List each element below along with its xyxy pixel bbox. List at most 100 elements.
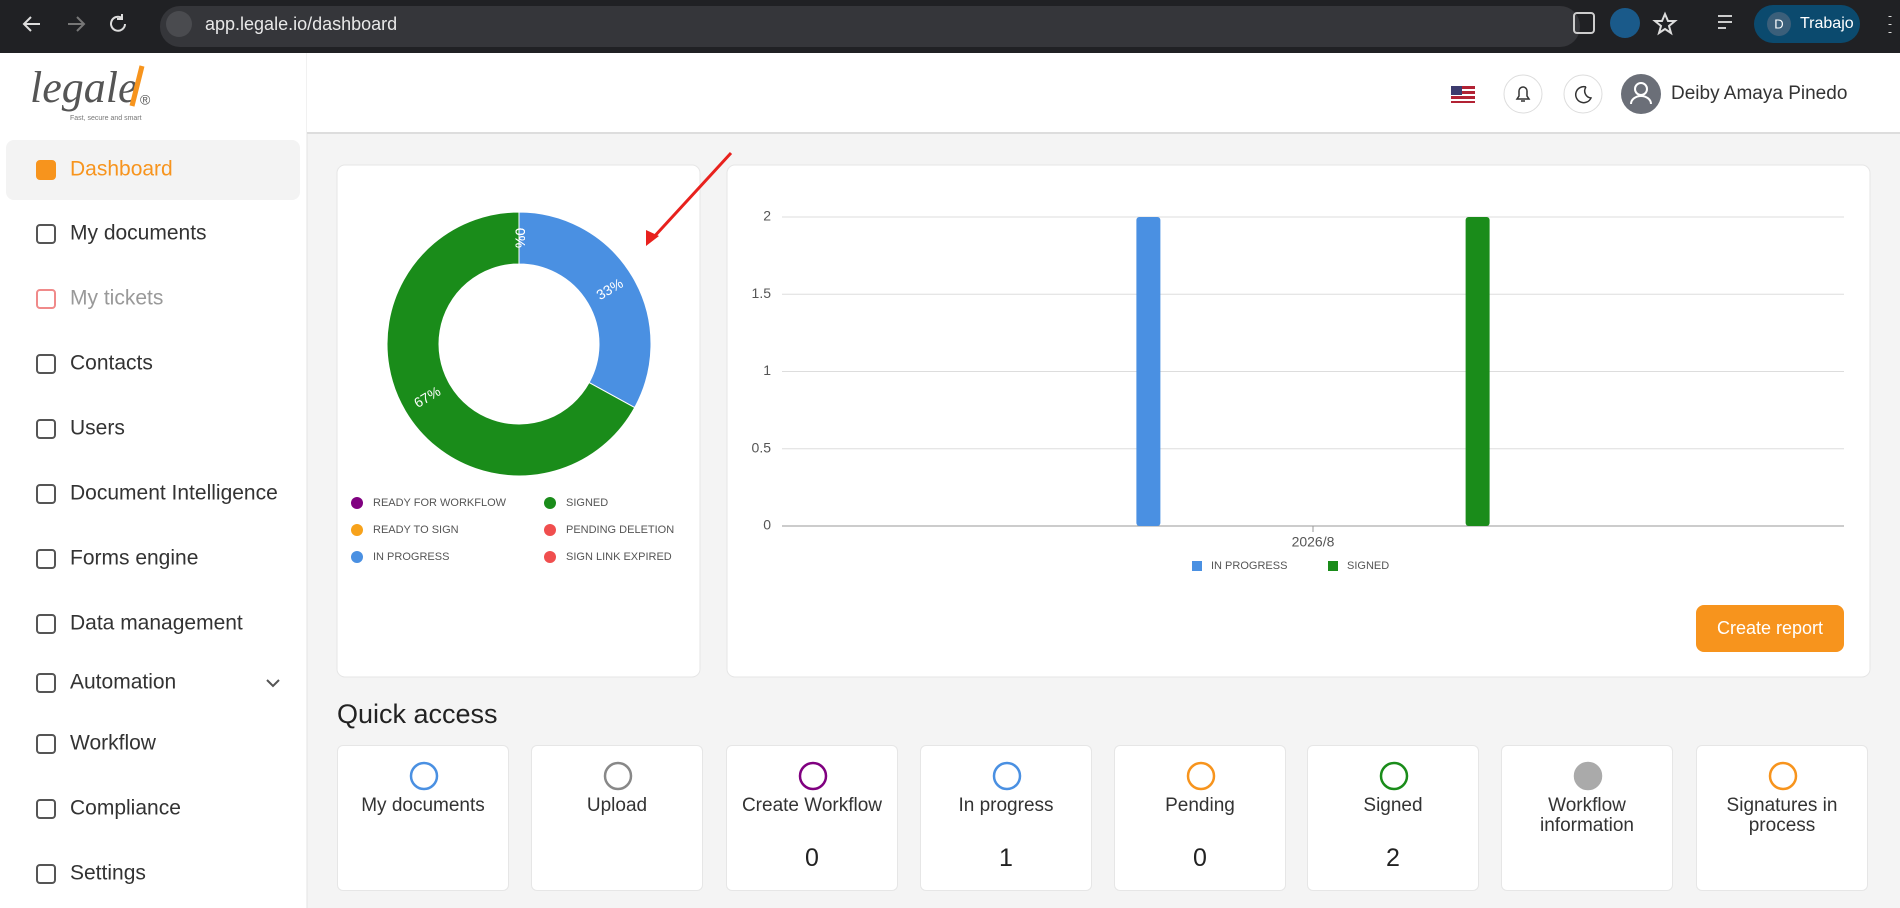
create-report-button[interactable] [1696,605,1844,652]
legend-label: IN PROGRESS [373,551,449,563]
legend-swatch [1192,561,1202,571]
nav-item[interactable]: Automation [70,671,176,694]
card-label: Signed [1363,795,1423,816]
legend-swatch [351,524,363,536]
nav-icon [36,160,56,180]
logo: legale [30,63,138,112]
nav-icon [36,354,56,374]
bell-icon [1515,86,1531,102]
annotation-arrowhead [646,230,659,246]
nav-item[interactable]: My documents [70,222,207,245]
bookmark-icon[interactable] [1652,11,1678,36]
forward-button[interactable] [68,16,86,32]
reload-button[interactable] [110,14,126,32]
profile-initial: D [1774,16,1783,31]
legend-label: READY TO SIGN [373,524,459,536]
legend-label: SIGNED [566,497,608,509]
nav-item[interactable]: Workflow [70,732,157,755]
theme-button[interactable] [1563,74,1603,114]
card-label: Create Workflow [741,795,883,816]
card-icon [1186,761,1216,791]
slice-label: 0% [512,228,528,248]
y-tick-label: 1.5 [752,285,772,301]
nav-item[interactable]: Data management [70,612,243,635]
nav-item[interactable]: Settings [70,862,146,885]
card-icon-shape [992,761,1022,791]
y-tick-label: 0.5 [752,439,772,455]
profile-name: Trabajo [1800,15,1854,32]
logo-mark: ® [140,92,151,108]
card-count: 2 [1386,844,1400,872]
create-report-label[interactable]: Create report [1717,618,1823,638]
card-icon-shape [409,761,439,791]
card-label: Workflow information [1540,795,1634,836]
card-icon-shape [1186,761,1216,791]
legend-label: SIGN LINK EXPIRED [566,551,672,563]
quick-access-card[interactable]: Workflow information [1501,745,1673,891]
moon-icon [1575,85,1593,104]
card-label: Signatures in process [1726,795,1838,836]
nav-icon [36,614,56,634]
legend-label: IN PROGRESS [1211,560,1287,572]
quick-access-card[interactable]: My documents [337,745,509,891]
nav-item[interactable]: Forms engine [70,547,198,570]
legend-label: PENDING DELETION [566,524,674,536]
nav-icon [36,734,56,754]
nav-item[interactable]: Compliance [70,797,181,820]
card-icon [409,761,439,791]
chevron[interactable] [266,679,280,688]
nav-item[interactable]: Users [70,417,125,440]
card-icon [798,761,828,791]
translate-icon[interactable] [1573,12,1595,34]
quick-access-card[interactable]: Signatures in process [1696,745,1868,891]
nav-item[interactable]: My tickets [70,287,163,310]
slice-label: 0% [512,228,528,248]
quick-access-card[interactable]: In progress 1 [920,745,1092,891]
bar [1136,217,1161,526]
nav-icon [36,864,56,884]
notifications-button[interactable] [1503,74,1543,114]
card-icon-shape [1768,761,1798,791]
y-tick-label: 2 [763,208,771,224]
install-icon[interactable] [1610,8,1640,38]
nav-icon [36,484,56,504]
card-count: 0 [1193,844,1207,872]
quick-access-card[interactable]: Upload [531,745,703,891]
nav-icon [36,289,56,309]
user-name[interactable]: Deiby Amaya Pinedo [1671,83,1847,104]
quick-access-card[interactable]: Create Workflow 0 [726,745,898,891]
nav-item[interactable]: Document Intelligence [70,482,278,505]
url: app.legale.io/dashboard [205,14,397,34]
nav-icon [36,419,56,439]
nav-item[interactable]: Dashboard [70,158,173,181]
card-icon [992,761,1022,791]
card-count: 0 [805,844,819,872]
nav-item[interactable]: Contacts [70,352,153,375]
donut-slice [518,211,652,409]
address-bar[interactable] [160,6,1580,47]
logo-stroke [129,65,145,107]
y-tick-label: 1 [763,362,771,378]
legend-swatch [351,551,363,563]
quick-access-card[interactable]: Signed 2 [1307,745,1479,891]
back-button[interactable] [22,16,40,32]
quick-access-card[interactable]: Pending 0 [1114,745,1286,891]
card-icon-shape [1573,761,1603,791]
nav-icon [36,224,56,244]
card-icon [603,761,633,791]
legend-swatch [351,497,363,509]
site-info[interactable] [166,11,192,37]
legend-label: SIGNED [1347,560,1389,572]
user-avatar-body [1630,95,1652,105]
card-count: 1 [999,844,1013,872]
bar-card [726,164,1871,678]
media-icon[interactable] [1718,15,1732,29]
card-icon [1379,761,1409,791]
card-icon [1768,761,1798,791]
card-label: In progress [958,795,1054,816]
active-item-bg [6,140,300,200]
us-flag[interactable] [1451,86,1475,103]
legend-label: READY FOR WORKFLOW [373,497,507,509]
